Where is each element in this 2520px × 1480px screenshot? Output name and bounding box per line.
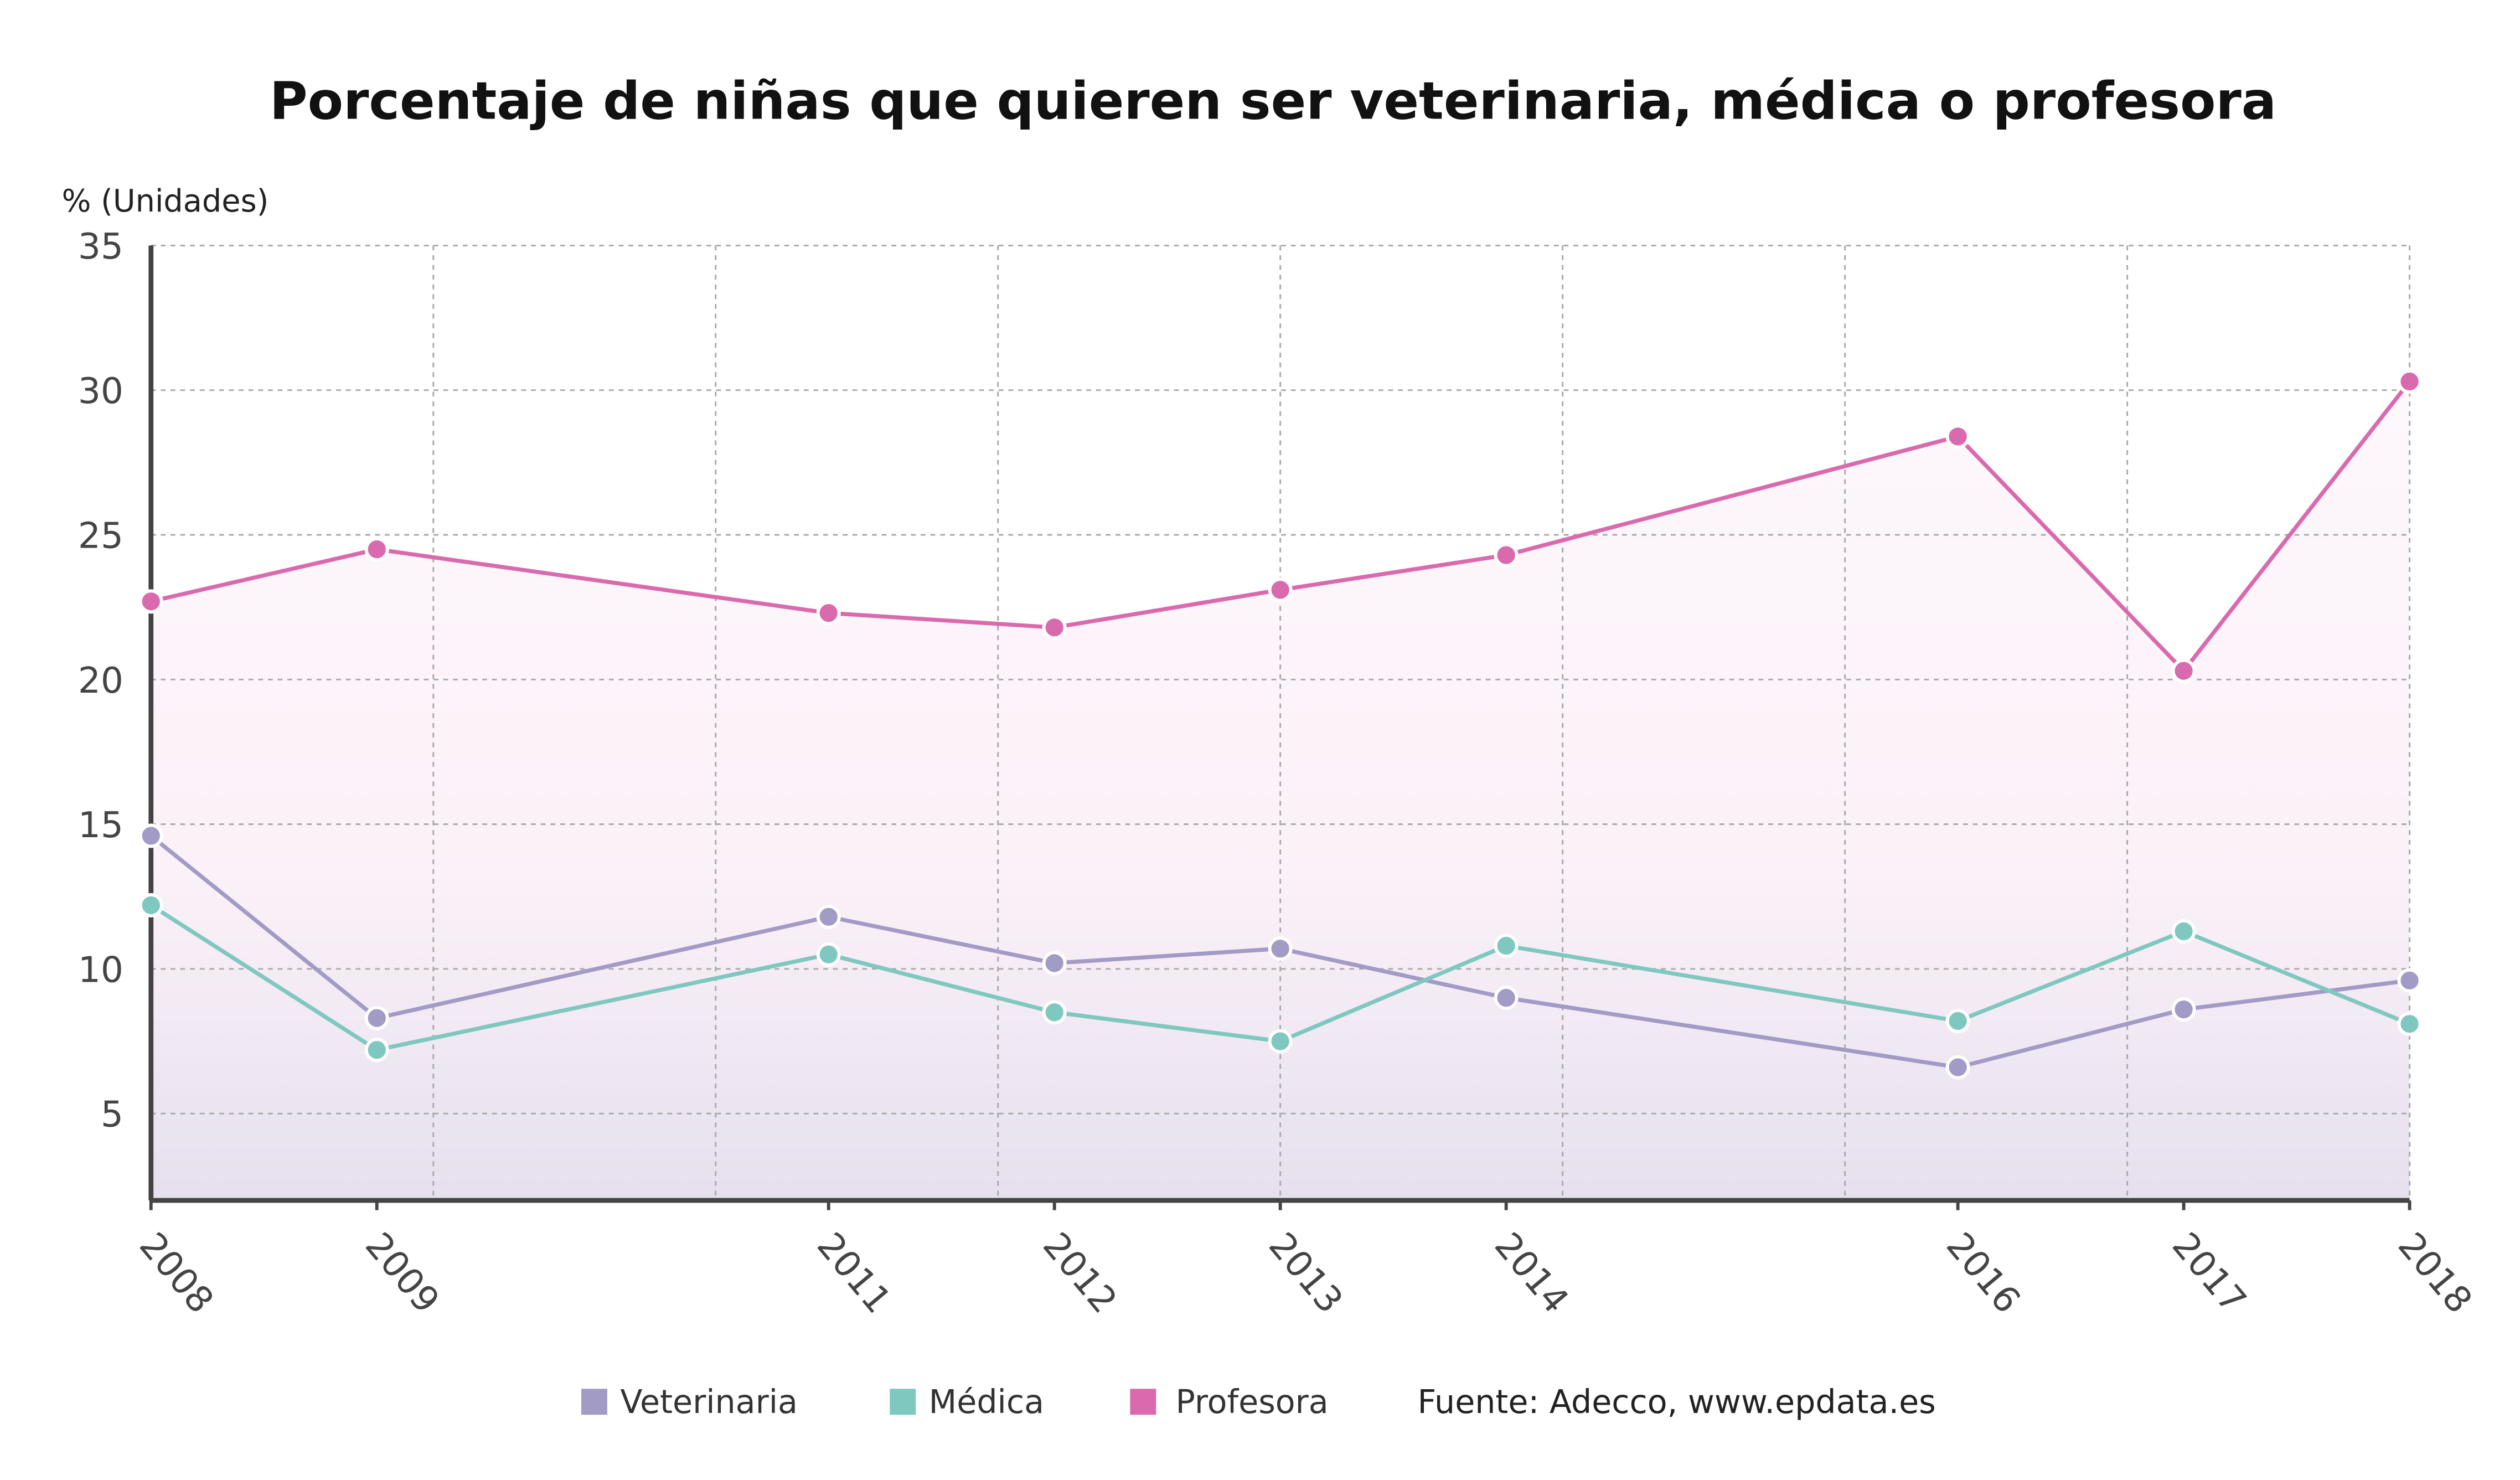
y-tick-label: 10	[78, 949, 123, 991]
data-point	[364, 1038, 389, 1063]
x-tick-label: 2014	[1486, 1225, 1577, 1321]
data-point	[1945, 424, 1970, 449]
legend-swatch	[581, 1389, 607, 1415]
data-point	[816, 904, 841, 929]
x-tick-label: 2017	[2164, 1225, 2254, 1321]
legend-label: Médica	[929, 1383, 1044, 1421]
legend-label: Profesora	[1175, 1383, 1328, 1421]
data-point	[1268, 1029, 1293, 1054]
x-tick-label: 2018	[2390, 1225, 2480, 1321]
legend: Veterinaria Médica Profesora	[581, 1383, 1329, 1421]
y-axis-label: % (Unidades)	[61, 183, 268, 219]
legend-swatch	[1130, 1389, 1156, 1415]
data-point	[2397, 968, 2422, 993]
data-point	[138, 823, 163, 848]
series-médica	[138, 893, 2422, 1063]
data-point	[2171, 658, 2196, 683]
data-point	[2397, 1012, 2422, 1036]
y-tick-label: 25	[78, 515, 123, 556]
x-tick-label: 2013	[1261, 1225, 1351, 1321]
data-point	[1268, 936, 1293, 961]
chart-title: Porcentaje de niñas que quieren ser vete…	[270, 71, 2276, 132]
data-point	[1042, 615, 1067, 640]
data-point	[1042, 1000, 1067, 1025]
data-point	[1945, 1008, 1970, 1033]
data-point	[2171, 997, 2196, 1022]
series-group	[138, 369, 2422, 1080]
y-tick-label: 5	[101, 1094, 123, 1136]
data-point	[1494, 543, 1519, 568]
series-profesora	[138, 369, 2422, 683]
x-tick-label: 2011	[809, 1225, 899, 1321]
data-point	[1494, 934, 1519, 958]
x-tick-label: 2009	[357, 1225, 447, 1321]
data-point	[2397, 369, 2422, 394]
y-tick-label: 30	[78, 370, 123, 412]
data-point	[364, 537, 389, 562]
data-point	[816, 942, 841, 967]
y-tick-label: 20	[78, 660, 123, 702]
grid	[150, 244, 2411, 1201]
data-point	[2171, 919, 2196, 943]
area-under-profesora	[151, 381, 2410, 1201]
area-fill	[151, 381, 2410, 1201]
x-tick-label: 2016	[1938, 1225, 2028, 1321]
legend-swatch	[890, 1389, 916, 1415]
data-point	[138, 893, 163, 917]
x-tick-label: 2012	[1035, 1225, 1125, 1321]
data-point	[364, 1005, 389, 1030]
data-point	[1494, 986, 1519, 1010]
data-point	[1042, 951, 1067, 976]
data-point	[1268, 577, 1293, 602]
y-tick-label: 35	[78, 226, 123, 267]
legend-label: Veterinaria	[620, 1383, 798, 1421]
data-point	[138, 589, 163, 614]
y-tick-label: 15	[78, 805, 123, 846]
x-tick-label: 2008	[131, 1225, 221, 1321]
series-veterinaria	[138, 823, 2422, 1080]
data-point	[1945, 1055, 1970, 1080]
data-point	[816, 601, 841, 626]
source-text: Fuente: Adecco, www.epdata.es	[1418, 1383, 1936, 1421]
